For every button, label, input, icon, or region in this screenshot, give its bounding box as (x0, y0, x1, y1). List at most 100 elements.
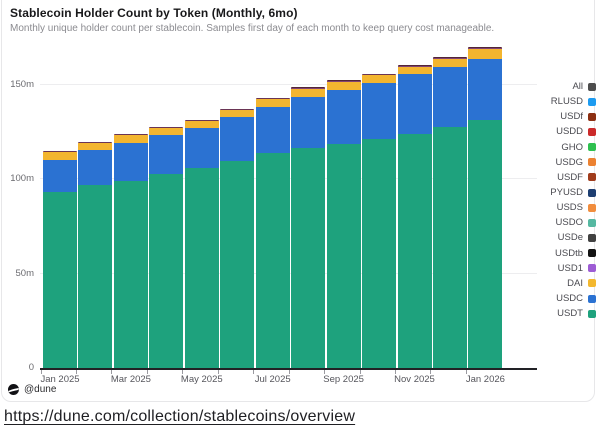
bar-segment-usdt[interactable] (255, 153, 290, 368)
bar-jul-2025[interactable] (255, 98, 290, 368)
bar-segment-dai[interactable] (291, 88, 326, 97)
bar-segment-others[interactable] (149, 126, 184, 128)
bar-segment-dai[interactable] (397, 66, 432, 75)
bar-segment-others[interactable] (291, 87, 326, 89)
bar-segment-usdt[interactable] (149, 173, 184, 368)
bar-segment-others[interactable] (432, 56, 467, 59)
legend-item-usdf[interactable]: USDF (550, 170, 596, 185)
bar-segment-dai[interactable] (184, 120, 219, 129)
bar-segment-dai[interactable] (362, 75, 397, 84)
bar-segment-usdt[interactable] (184, 168, 219, 368)
bar-aug-2025[interactable] (291, 87, 326, 368)
chart-title: Stablecoin Holder Count by Token (Monthl… (10, 6, 298, 20)
bar-may-2025[interactable] (184, 119, 219, 368)
bar-segment-usdc[interactable] (432, 66, 467, 128)
bar-segment-others[interactable] (43, 151, 77, 152)
bar-segment-usdt[interactable] (43, 191, 77, 368)
legend-item-dai[interactable]: DAI (550, 276, 596, 291)
bar-segment-usdc[interactable] (184, 128, 219, 169)
legend-swatch (588, 279, 596, 288)
bar-segment-dai[interactable] (149, 127, 184, 136)
bar-dec-2025[interactable] (432, 56, 467, 368)
legend-item-usdtb[interactable]: USDtb (550, 246, 596, 261)
legend-swatch (588, 143, 596, 152)
x-tick (465, 370, 467, 374)
bar-segment-dai[interactable] (326, 81, 361, 90)
bar-segment-usdc[interactable] (326, 89, 361, 145)
bar-sep-2025[interactable] (326, 80, 361, 368)
bar-oct-2025[interactable] (362, 73, 397, 368)
legend-label: USDD (556, 126, 583, 138)
bar-segment-others[interactable] (78, 142, 113, 143)
bar-nov-2025[interactable] (397, 64, 432, 368)
bar-segment-others[interactable] (113, 134, 148, 136)
bar-segment-usdt[interactable] (326, 144, 361, 368)
bar-segment-usdc[interactable] (397, 74, 432, 135)
legend-item-pyusd[interactable]: PYUSD (550, 185, 596, 200)
legend-item-all[interactable]: All (550, 79, 596, 94)
legend-label: USDT (557, 308, 583, 320)
bar-segment-others[interactable] (220, 108, 255, 110)
bar-segment-others[interactable] (362, 73, 397, 76)
legend-item-usde[interactable]: USDe (550, 230, 596, 245)
bar-segment-others[interactable] (255, 98, 290, 100)
bar-segment-usdc[interactable] (113, 142, 148, 182)
bar-segment-dai[interactable] (43, 151, 77, 160)
bar-segment-dai[interactable] (113, 135, 148, 143)
bar-jun-2025[interactable] (220, 108, 255, 368)
bar-jan-2025[interactable] (43, 151, 77, 368)
bar-segment-usdc[interactable] (43, 159, 77, 192)
bar-segment-usdc[interactable] (220, 117, 255, 162)
x-tick-label: Mar 2025 (110, 374, 151, 385)
bar-segment-others[interactable] (397, 64, 432, 67)
bar-segment-dai[interactable] (78, 142, 113, 151)
x-tick-label: May 2025 (180, 374, 223, 385)
bar-segment-dai[interactable] (432, 58, 467, 67)
bar-segment-usdt[interactable] (78, 185, 113, 368)
legend-item-rlusd[interactable]: RLUSD (550, 94, 596, 109)
legend-item-gho[interactable]: GHO (550, 140, 596, 155)
bar-segment-usdt[interactable] (362, 139, 397, 368)
y-tick-label: 0 (28, 362, 34, 373)
bar-segment-usdt[interactable] (468, 119, 503, 368)
legend-swatch (588, 233, 596, 242)
bar-segment-usdt[interactable] (291, 148, 326, 368)
legend-label: USDe (557, 232, 583, 244)
x-tick (40, 370, 42, 374)
bar-segment-usdt[interactable] (397, 134, 432, 368)
x-tick (75, 370, 77, 374)
x-tick (146, 370, 148, 374)
bar-jan-2026[interactable] (468, 46, 503, 368)
legend-item-usdt[interactable]: USDT (550, 306, 596, 321)
legend-label: USDtb (555, 247, 583, 259)
bar-feb-2025[interactable] (78, 142, 113, 368)
bar-segment-usdc[interactable] (362, 83, 397, 140)
bar-segment-usdc[interactable] (468, 58, 503, 120)
bar-segment-others[interactable] (184, 119, 219, 121)
legend-item-usdd[interactable]: USDD (550, 124, 596, 139)
bar-segment-usdc[interactable] (78, 150, 113, 186)
legend-item-usds[interactable]: USDS (550, 200, 596, 215)
bar-segment-dai[interactable] (468, 49, 503, 59)
legend-item-usdo[interactable]: USDO (550, 215, 596, 230)
footer-url-link[interactable]: https://dune.com/collection/stablecoins/… (4, 408, 356, 425)
bar-segment-dai[interactable] (255, 99, 290, 108)
bar-segment-usdt[interactable] (113, 181, 148, 368)
legend-item-usdf[interactable]: USDf (550, 109, 596, 124)
bar-segment-others[interactable] (326, 80, 361, 82)
legend-label: All (572, 81, 583, 93)
bar-segment-usdt[interactable] (432, 127, 467, 368)
bar-segment-dai[interactable] (220, 109, 255, 118)
x-tick (359, 370, 361, 374)
legend-swatch (588, 218, 596, 227)
bar-mar-2025[interactable] (113, 134, 148, 368)
legend-item-usdg[interactable]: USDG (550, 155, 596, 170)
legend-item-usdc[interactable]: USDC (550, 291, 596, 306)
bar-segment-others[interactable] (468, 46, 503, 49)
legend-item-usd1[interactable]: USD1 (550, 261, 596, 276)
bar-apr-2025[interactable] (149, 126, 184, 368)
bar-segment-usdc[interactable] (255, 107, 290, 154)
bar-segment-usdc[interactable] (149, 135, 184, 174)
bar-segment-usdt[interactable] (220, 161, 255, 368)
bar-segment-usdc[interactable] (291, 96, 326, 149)
